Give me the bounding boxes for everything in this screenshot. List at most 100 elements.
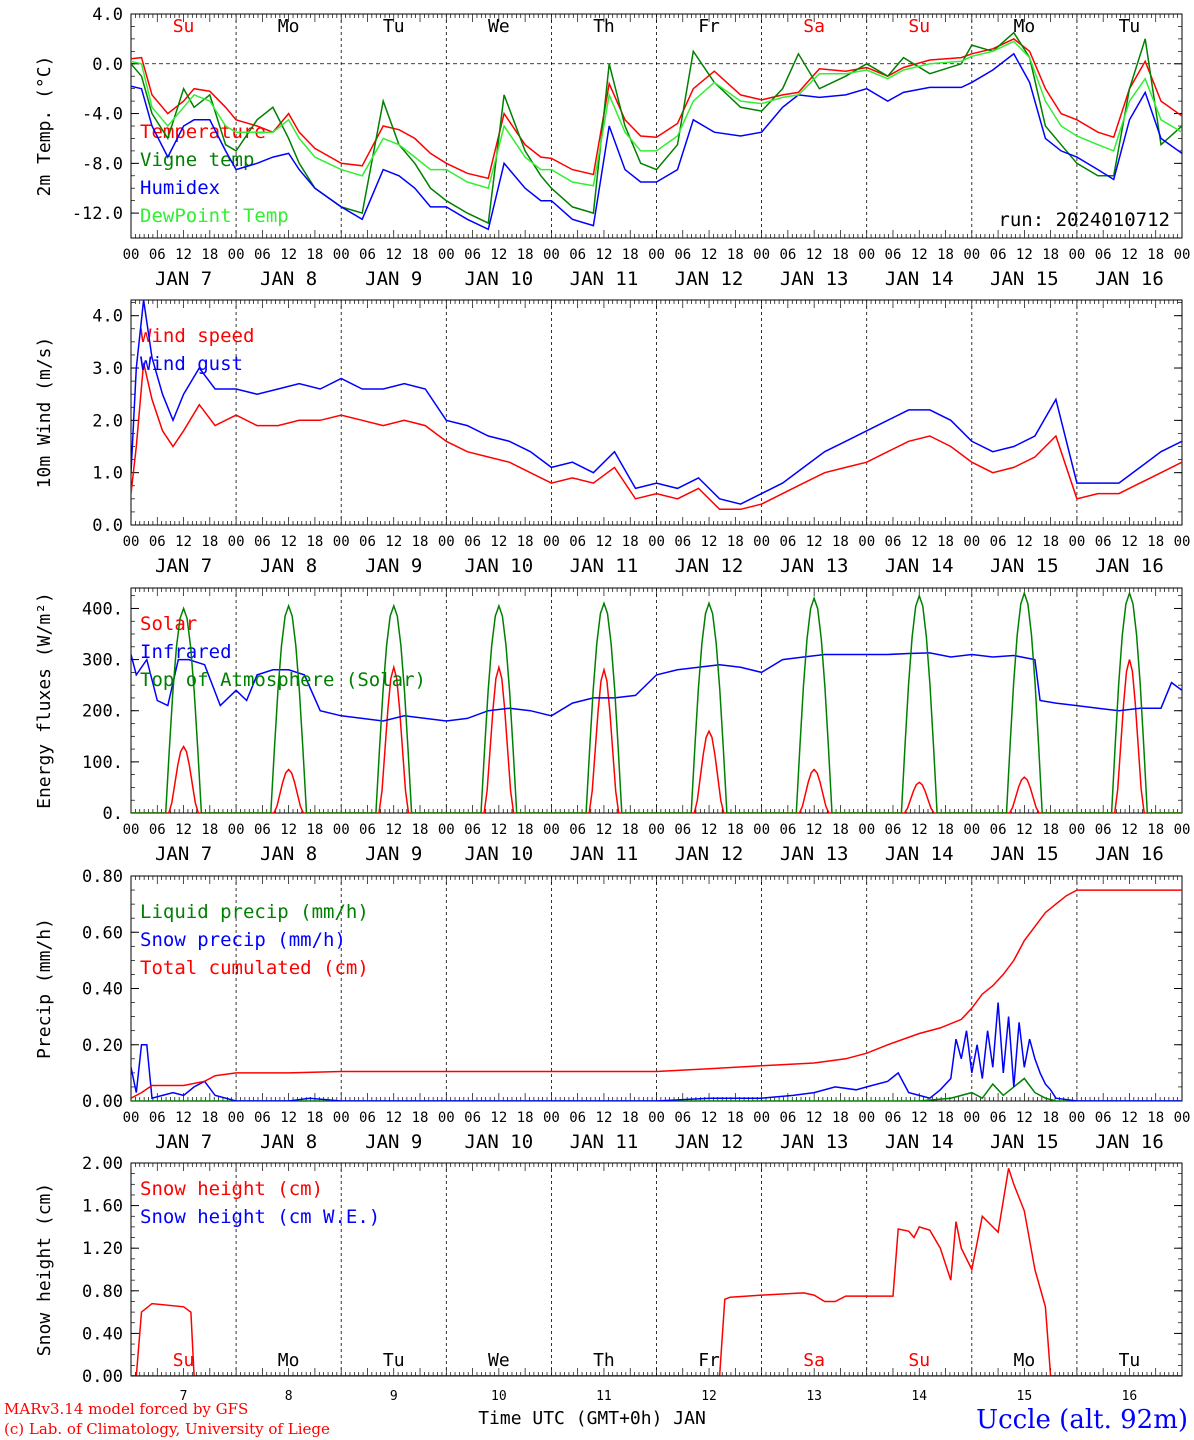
hour-tick-label: 12 [701,534,718,550]
plot-frame [130,587,1183,814]
series-line-wind-speed [131,362,1182,511]
hour-tick-label: 06 [1095,822,1112,838]
model-credit-line1: MARv3.14 model forced by GFS [4,1400,248,1418]
hour-tick-label: 00 [543,822,560,838]
hour-tick-label: 06 [359,822,376,838]
run-label: run: 2024010712 [998,209,1170,231]
hour-tick-label: 12 [385,534,402,550]
hour-tick-label: 06 [569,247,586,263]
hour-tick-label: 00 [858,822,875,838]
hour-tick-label: 00 [1068,247,1085,263]
series-line-liquid-precip-mm-h- [131,1077,1182,1101]
hour-tick-label: 06 [149,247,166,263]
hour-tick-label: 12 [280,247,297,263]
panel-3: 400. 300. 200. 100. 0. Energy fluxes (W/m²) 00… [34,587,1190,865]
day-label: JAN 8 [260,555,317,577]
day-label: JAN 11 [570,555,639,577]
hour-tick-label: 00 [543,1110,560,1126]
hour-tick-label: 06 [674,247,691,263]
hour-tick-label: 18 [622,1110,639,1126]
y-tick-label: 0.80 [82,867,123,887]
day-number-label: 7 [180,1389,188,1404]
weekday-label: Mo [1014,16,1036,37]
hour-tick-label: 06 [254,1110,271,1126]
day-label: JAN 14 [885,555,954,577]
y-tick-label: 0.00 [82,1367,123,1387]
day-label: JAN 8 [260,1131,317,1153]
day-label: JAN 8 [260,843,317,865]
y-tick-label: 3.0 [92,359,123,379]
hour-tick-label: 06 [990,247,1007,263]
hour-tick-label: 18 [201,534,218,550]
hour-tick-label: 06 [569,822,586,838]
day-number-label: 16 [1122,1389,1138,1404]
day-label: JAN 13 [780,555,849,577]
hour-tick-label: 18 [727,1110,744,1126]
weekday-label: Fr [698,1350,720,1371]
hour-tick-label: 18 [412,247,429,263]
hour-tick-label: 18 [1042,534,1059,550]
hour-tick-label: 12 [596,534,613,550]
series-line-total-cumulated-cm- [131,889,1182,1099]
legend-entry: Wind speed [140,325,254,347]
hour-tick-label: 00 [858,1110,875,1126]
hour-tick-label: 18 [622,247,639,263]
hour-tick-label: 18 [1147,822,1164,838]
y-tick-label: 4.0 [92,307,123,327]
hour-tick-label: 12 [1016,534,1033,550]
hour-tick-label: 06 [990,822,1007,838]
hour-tick-label: 00 [228,534,245,550]
hour-tick-label: 12 [701,247,718,263]
day-label: JAN 14 [885,843,954,865]
hour-tick-label: 00 [858,534,875,550]
day-label: JAN 11 [570,268,639,290]
hour-tick-label: 18 [412,534,429,550]
hour-tick-label: 18 [622,822,639,838]
hour-tick-label: 12 [806,247,823,263]
day-label: JAN 9 [365,555,422,577]
hour-tick-label: 12 [385,1110,402,1126]
station-label: Uccle (alt. 92m) [976,1405,1188,1435]
hour-tick-label: 18 [727,534,744,550]
hour-tick-label: 12 [280,534,297,550]
y-axis-label: 10m Wind (m/s) [34,337,55,489]
hour-tick-label: 18 [517,822,534,838]
series-line-solar [131,659,1182,813]
hour-tick-label: 12 [806,534,823,550]
hour-tick-label: 06 [149,534,166,550]
hour-tick-label: 12 [175,822,192,838]
hour-tick-label: 06 [674,534,691,550]
series-line-snow-height-cm- [131,1168,1182,1376]
hour-tick-label: 06 [254,247,271,263]
hour-tick-label: 18 [937,247,954,263]
day-label: JAN 8 [260,268,317,290]
day-label: JAN 12 [675,268,744,290]
hour-tick-label: 12 [1121,1110,1138,1126]
hour-tick-label: 00 [543,534,560,550]
hour-tick-label: 12 [806,1110,823,1126]
y-tick-label: 0.40 [82,980,123,1000]
weekday-label: Sa [803,16,825,37]
hour-tick-label: 06 [464,822,481,838]
weekday-label: Su [173,1350,195,1371]
day-number-label: 13 [806,1389,822,1404]
hour-tick-label: 12 [1121,534,1138,550]
weekday-label: We [488,16,510,37]
hour-tick-label: 06 [990,534,1007,550]
hour-tick-label: 12 [806,822,823,838]
day-number-label: 15 [1017,1389,1033,1404]
hour-tick-label: 00 [1068,822,1085,838]
series-line-temperature [131,38,1182,180]
hour-tick-label: 12 [280,822,297,838]
hour-tick-label: 18 [201,1110,218,1126]
hour-tick-label: 06 [464,534,481,550]
day-label: JAN 13 [780,268,849,290]
series-line-wind-gust [131,300,1182,505]
day-number-label: 10 [491,1389,507,1404]
hour-tick-label: 18 [306,247,323,263]
hour-tick-label: 00 [648,1110,665,1126]
hour-tick-label: 12 [490,822,507,838]
y-tick-label: 2.0 [92,411,123,431]
series-line-humidex [131,52,1182,231]
